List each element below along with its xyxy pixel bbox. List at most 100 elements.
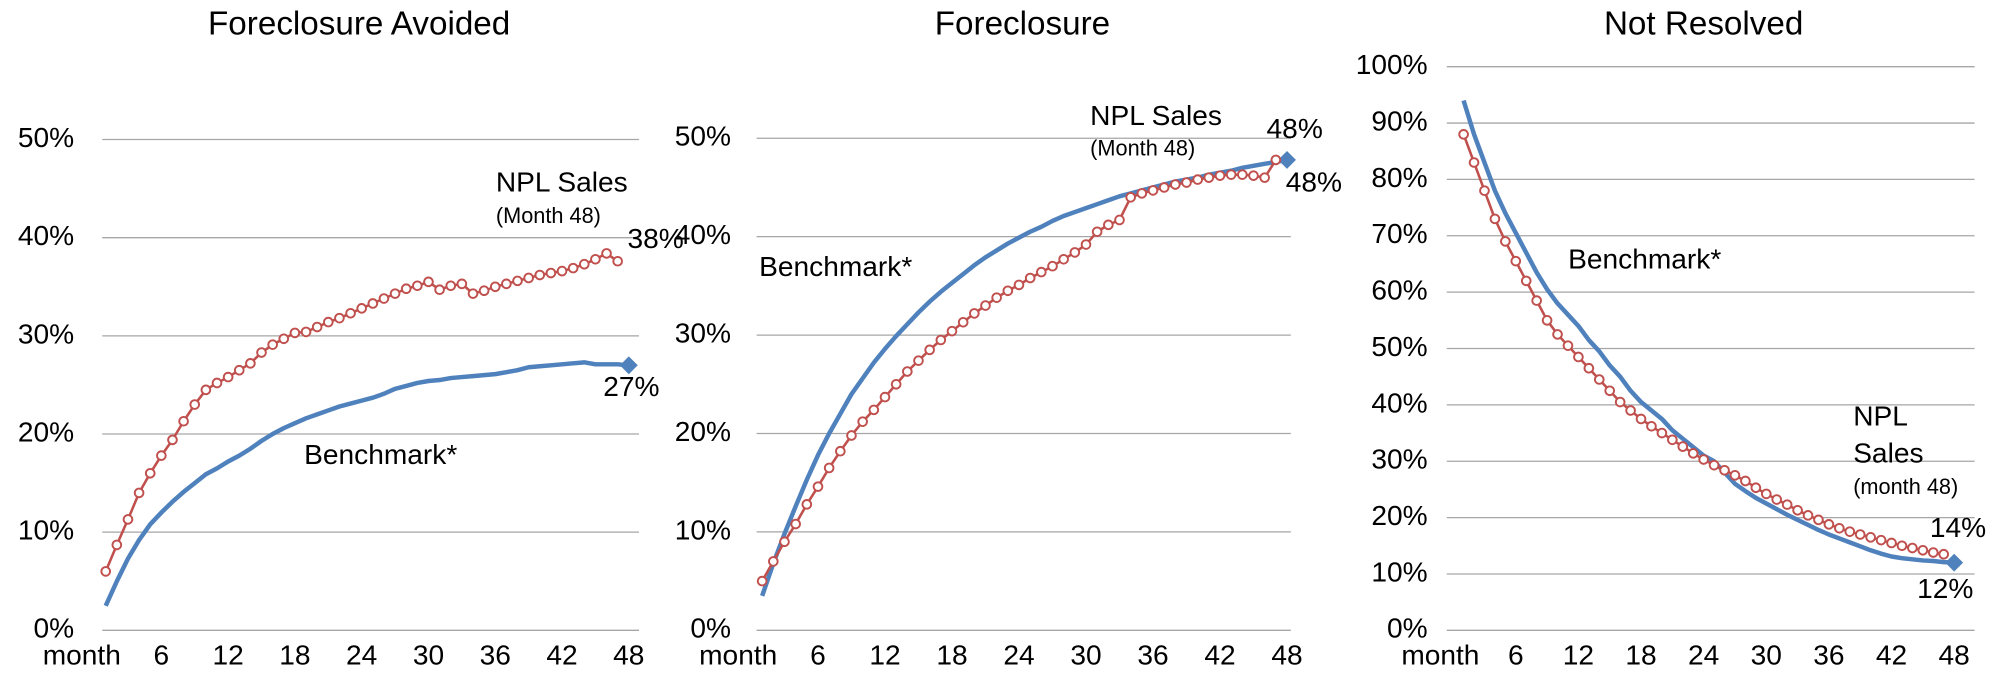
x-tick-label: month: [1401, 640, 1479, 671]
line-series: [1461, 99, 1955, 565]
point-marker: [1573, 351, 1584, 363]
annotation: NPL: [1853, 401, 1908, 432]
point-marker: [879, 391, 891, 403]
point-marker: [512, 275, 523, 287]
point-marker: [556, 265, 568, 277]
annotation: (month 48): [1853, 474, 1958, 499]
point-marker: [756, 575, 768, 587]
y-tick-label: 20%: [1371, 500, 1427, 531]
point-marker: [1125, 192, 1136, 203]
point-marker: [1489, 213, 1501, 225]
point-marker: [902, 366, 913, 377]
point-marker: [1468, 157, 1480, 168]
point-marker: [1158, 182, 1170, 193]
point-marker: [1917, 544, 1929, 556]
point-marker: [1614, 396, 1626, 408]
x-tick-label: 36: [1137, 640, 1168, 671]
point-marker: [1698, 454, 1709, 465]
point-marker: [1203, 172, 1215, 183]
point-marker: [156, 450, 167, 461]
point-marker: [144, 467, 156, 479]
point-marker: [467, 288, 479, 299]
point-marker: [178, 415, 189, 427]
point-marker: [1225, 169, 1237, 180]
point-marker: [823, 462, 835, 474]
point-marker: [913, 355, 924, 366]
x-tick-label: 24: [1688, 640, 1719, 671]
point-marker: [111, 539, 123, 551]
point-marker: [935, 334, 947, 346]
point-marker: [1147, 185, 1159, 196]
point-marker: [1708, 459, 1720, 471]
point-marker: [1896, 540, 1908, 552]
point-marker: [835, 445, 846, 457]
point-marker: [256, 347, 267, 358]
point-marker: [1875, 534, 1887, 546]
x-tick-label: 36: [480, 640, 511, 671]
point-marker: [334, 312, 345, 324]
annotation: NPL Sales: [496, 167, 628, 198]
x-tick-label: 30: [1751, 640, 1782, 671]
point-marker: [1813, 514, 1824, 526]
point-marker: [200, 384, 212, 396]
x-tick-label: 24: [1003, 640, 1034, 671]
point-marker: [1458, 129, 1469, 140]
x-tick-label: 42: [1876, 640, 1907, 671]
point-marker: [1248, 170, 1259, 181]
point-marker: [434, 284, 445, 296]
point-marker: [1500, 236, 1511, 247]
point-marker: [957, 316, 969, 328]
x-tick-label: 30: [413, 640, 444, 671]
point-marker: [1667, 434, 1678, 446]
y-tick-label: 0%: [1387, 613, 1428, 644]
point-marker: [1687, 448, 1699, 459]
annotation: 48%: [1286, 167, 1342, 198]
point-marker: [1844, 526, 1856, 537]
point-marker: [1604, 385, 1616, 397]
x-tick-label: 24: [346, 640, 377, 671]
x-tick-label: 36: [1813, 640, 1844, 671]
x-tick-label: 18: [936, 640, 967, 671]
point-marker: [1552, 329, 1563, 340]
x-tick-label: 42: [1204, 640, 1235, 671]
point-marker: [311, 321, 323, 333]
point-marker: [1013, 279, 1025, 291]
y-tick-label: 50%: [18, 122, 74, 153]
point-marker: [924, 344, 935, 356]
point-marker: [991, 292, 1002, 303]
line-series: [760, 157, 1288, 597]
point-marker: [245, 358, 256, 369]
x-tick-label: 6: [154, 640, 170, 671]
x-tick-label: 6: [1508, 640, 1524, 671]
point-marker: [1886, 537, 1897, 549]
point-marker: [545, 267, 557, 279]
line-series: [104, 252, 619, 572]
point-marker: [1080, 239, 1092, 250]
annotation: Sales: [1853, 438, 1923, 469]
point-marker: [601, 248, 612, 259]
x-tick-label: 48: [1939, 640, 1970, 671]
point-marker: [868, 404, 880, 416]
point-marker: [1823, 519, 1835, 530]
point-marker: [400, 283, 412, 295]
annotation: 12%: [1917, 573, 1973, 604]
point-marker: [356, 303, 367, 314]
y-tick-label: 70%: [1371, 218, 1427, 249]
point-marker: [1854, 529, 1866, 540]
point-marker: [1635, 413, 1647, 425]
point-marker: [1047, 260, 1058, 272]
y-tick-label: 10%: [675, 514, 731, 545]
y-tick-label: 80%: [1371, 162, 1427, 193]
point-marker: [1520, 275, 1532, 287]
point-marker: [1510, 255, 1522, 267]
point-marker: [1729, 470, 1741, 481]
point-marker: [1740, 475, 1751, 487]
point-marker: [122, 514, 134, 525]
point-marker: [1058, 254, 1069, 265]
y-tick-label: 100%: [1356, 49, 1428, 80]
point-marker: [133, 487, 145, 499]
annotation: (Month 48): [496, 203, 601, 228]
point-marker: [523, 272, 534, 284]
